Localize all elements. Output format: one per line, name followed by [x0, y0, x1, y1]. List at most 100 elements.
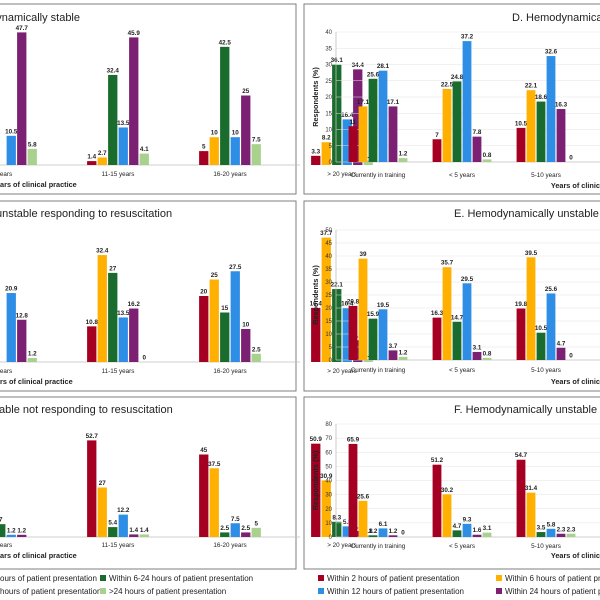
data-label: 25.6	[367, 71, 380, 78]
data-label: 51.2	[431, 457, 444, 464]
bar	[17, 534, 27, 537]
bar	[97, 255, 107, 362]
data-label: 1.6	[473, 527, 482, 534]
y-tick-label: 0	[329, 535, 333, 541]
legend-item: ours of patient presentation	[0, 574, 97, 583]
x-axis-label: Years of clinica	[551, 551, 600, 560]
bar	[0, 524, 6, 537]
data-label: 39.5	[525, 250, 538, 257]
legend-label: >24 hours of patient presentation	[109, 587, 226, 596]
legend-item: Within 6-24 hours of patient presentatio…	[100, 574, 253, 583]
bar	[97, 487, 107, 537]
bar	[358, 258, 368, 360]
legend-swatch	[496, 588, 502, 594]
legend-label: ours of patient presentation	[0, 574, 97, 583]
category-label: < 5 years	[449, 543, 475, 550]
data-label: 65.9	[347, 436, 360, 443]
y-axis-label: Respondents (%)	[311, 450, 320, 510]
bar	[199, 151, 209, 165]
bar	[526, 257, 536, 360]
bar	[6, 534, 16, 537]
bar	[472, 136, 482, 162]
bar	[342, 307, 352, 362]
bar	[516, 127, 526, 162]
data-label: 3.7	[389, 343, 398, 350]
data-label: 19.5	[377, 302, 390, 309]
bar	[230, 271, 240, 362]
data-label: 47.7	[16, 25, 29, 32]
data-label: 1.2	[17, 527, 26, 534]
data-label: 0.8	[364, 352, 373, 359]
bar	[27, 358, 37, 362]
chart-title: D. Hemodynamicall	[512, 12, 600, 24]
data-label: 6.6	[353, 333, 362, 340]
bar	[220, 312, 230, 362]
category-label: < 5 years	[449, 172, 475, 179]
bar	[139, 534, 149, 537]
category-label: 16-20 years	[213, 171, 246, 178]
bar	[220, 46, 230, 165]
category-label: ears	[0, 171, 12, 178]
y-tick-label: 5	[329, 345, 333, 351]
data-label: 1.2	[369, 528, 378, 535]
data-label: 20	[200, 289, 208, 296]
data-label: 0	[569, 155, 573, 162]
data-label: 13.5	[117, 310, 130, 317]
data-label: 4.7	[453, 523, 462, 530]
bar	[220, 532, 230, 537]
bar	[87, 326, 97, 362]
data-label: 45	[200, 447, 208, 454]
y-tick-label: 60	[325, 450, 332, 456]
panel-border	[303, 396, 600, 570]
bar	[442, 494, 452, 537]
bar	[388, 535, 398, 537]
y-tick-label: 40	[325, 479, 332, 485]
data-label: 1.2	[7, 527, 16, 534]
bar	[241, 329, 251, 362]
data-label: 2.5	[220, 525, 229, 532]
category-label: ears	[0, 368, 12, 375]
data-label: 10.5	[535, 325, 548, 332]
bar	[526, 492, 536, 537]
bar	[332, 64, 342, 165]
legend-item: hours of patient presentation	[0, 587, 101, 596]
data-label: 24.8	[451, 74, 464, 81]
data-label: 52.7	[86, 433, 99, 440]
data-label: 11	[350, 119, 357, 126]
data-label: 5	[202, 144, 206, 151]
chart-title: odynamically stable	[0, 12, 80, 24]
panels-layer: odynamically stable10.547.75.8ears1.42.7…	[0, 3, 600, 570]
bar	[118, 514, 128, 537]
data-label: 7	[435, 132, 439, 139]
bar	[118, 317, 128, 362]
bar	[251, 353, 261, 362]
bar	[251, 527, 261, 537]
category-label: 16-20 years	[213, 542, 246, 549]
legend-swatch	[100, 588, 106, 594]
category-label: 11-15 years	[102, 542, 135, 549]
bar	[546, 56, 556, 162]
data-label: 1.2	[399, 349, 408, 356]
bar	[230, 137, 240, 165]
chart-panel-1: odynamically stable 10.5 47.7 5.8 ears 1.42.7…	[0, 3, 373, 195]
bar	[442, 267, 452, 360]
data-label: 39	[359, 251, 367, 258]
data-label: 15.9	[367, 311, 380, 318]
data-label: 5.8	[343, 519, 352, 526]
bar	[209, 468, 219, 537]
bar	[108, 74, 118, 165]
chart-title: F. Hemodynamically unstable not r	[454, 404, 600, 416]
data-label: 16.3	[555, 102, 568, 109]
bar	[342, 119, 352, 165]
bar	[432, 464, 442, 537]
y-axis-label: Respondents (%)	[311, 67, 320, 127]
data-label: 27	[99, 480, 107, 487]
data-label: 0	[142, 355, 146, 362]
bar	[209, 279, 219, 362]
legend-item: >24 hours of patient presentation	[100, 587, 226, 596]
data-label: 10.8	[86, 319, 99, 326]
y-axis-label: Respondents (%)	[311, 265, 320, 325]
data-label: 9.3	[463, 516, 472, 523]
bar	[230, 523, 240, 537]
bar	[388, 106, 398, 162]
